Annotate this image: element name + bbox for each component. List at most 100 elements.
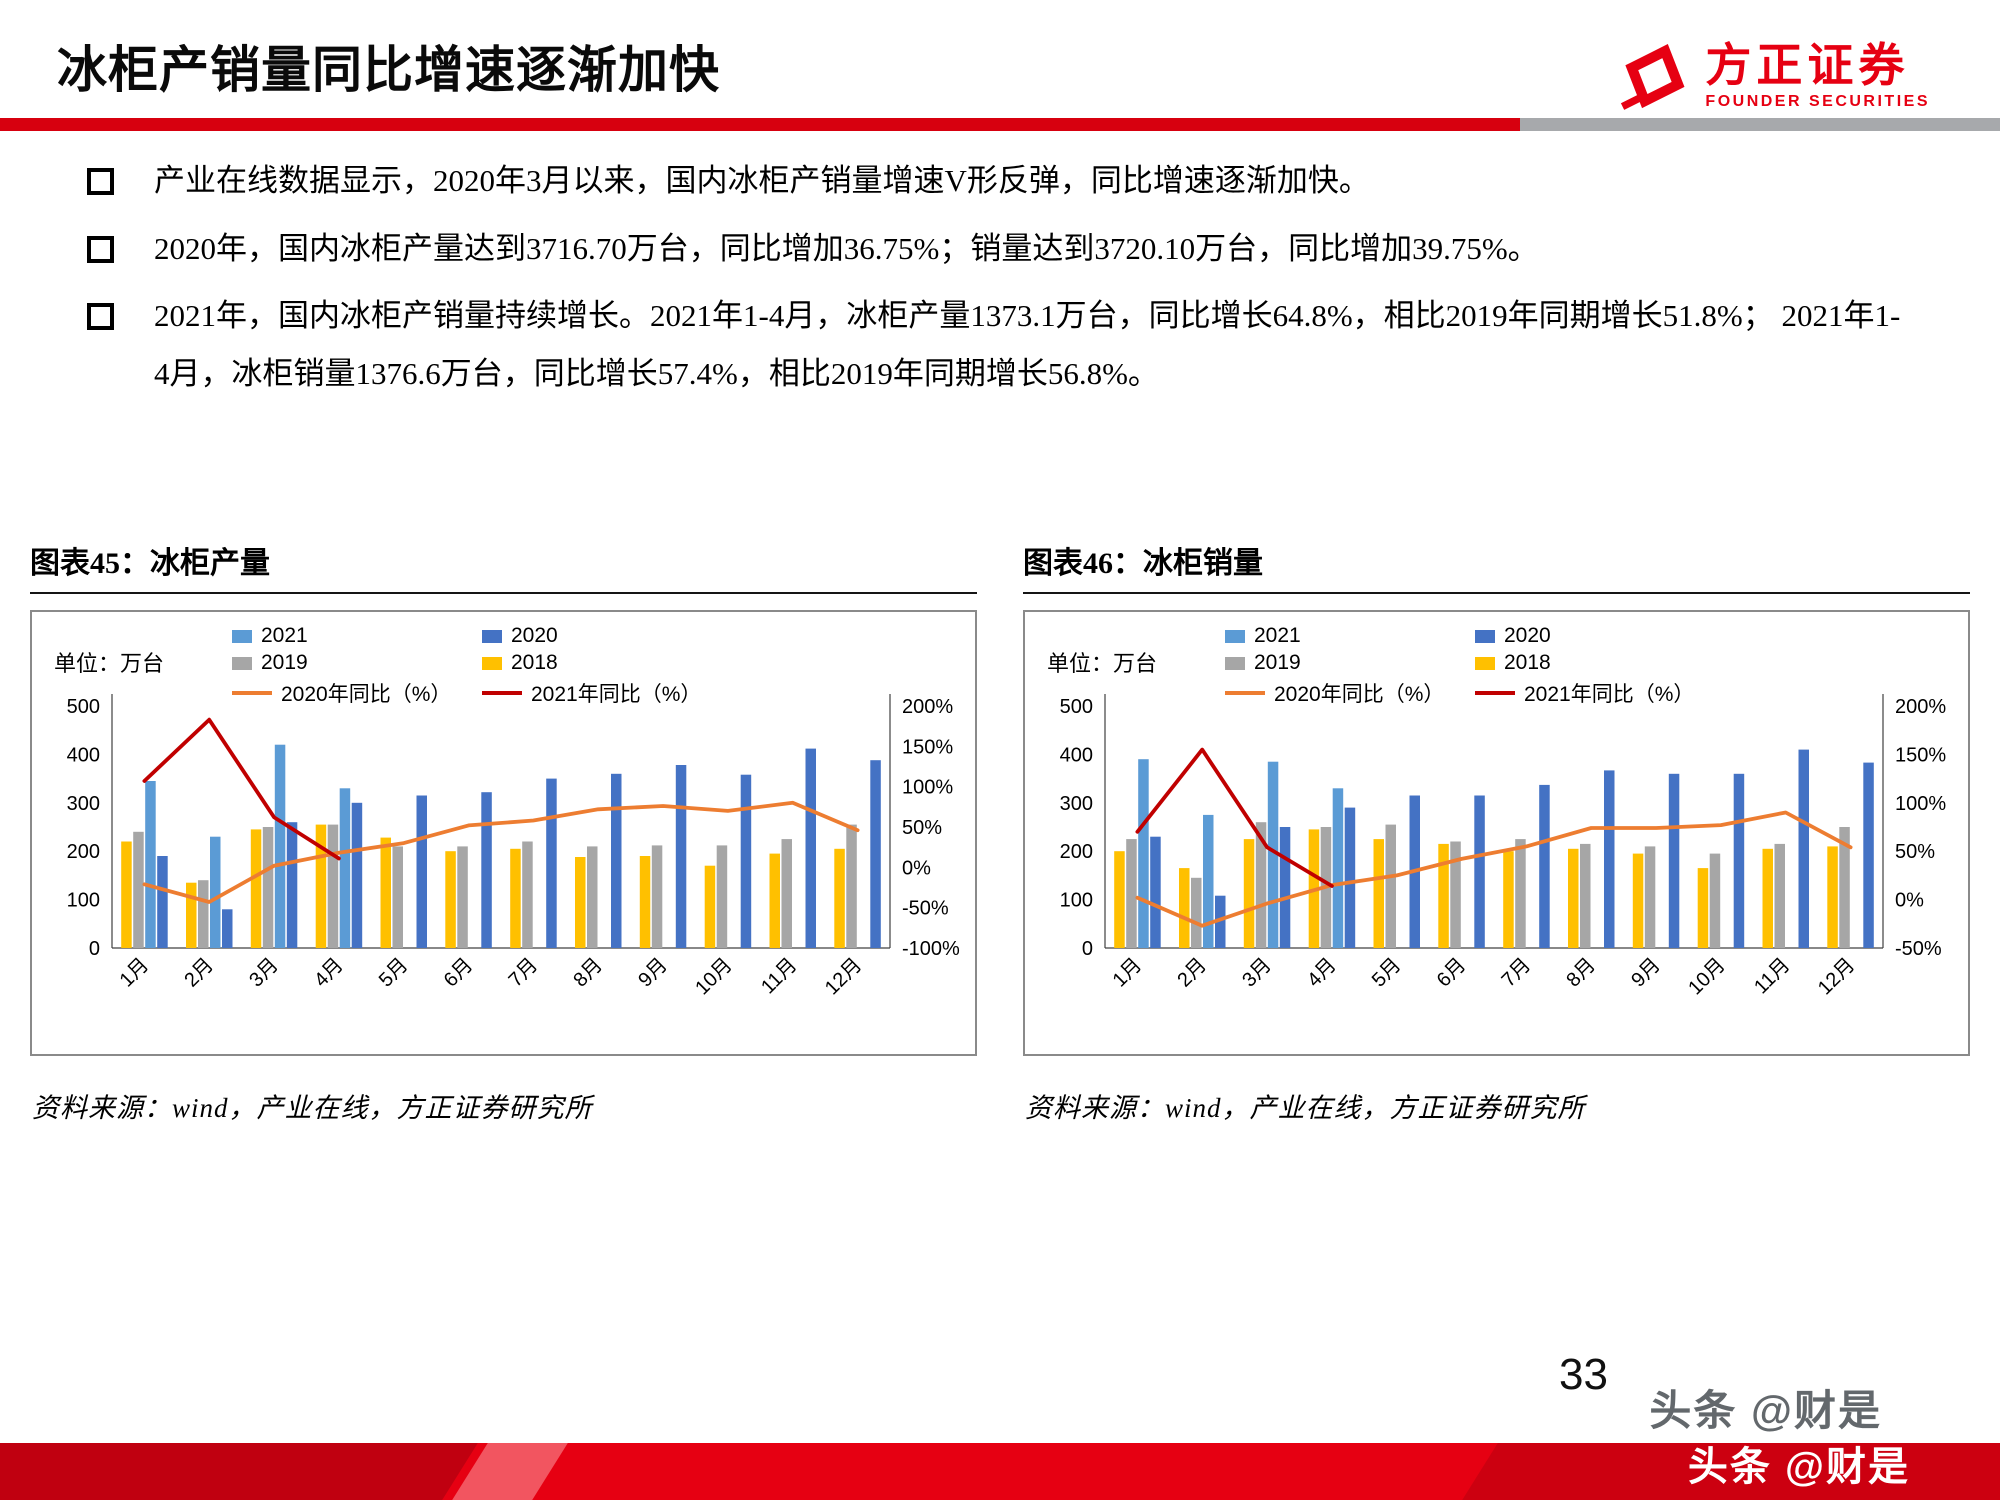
brand-text: 方正证券 FOUNDER SECURITIES bbox=[1705, 40, 1930, 111]
production-chart: 0 100 200 300 400 500 -100% -50% 0% 50% 100% 150% 20… bbox=[67, 694, 960, 999]
svg-text:100%: 100% bbox=[902, 777, 953, 799]
svg-text:400: 400 bbox=[1060, 744, 1093, 766]
svg-text:8月: 8月 bbox=[1562, 954, 1600, 992]
svg-text:5月: 5月 bbox=[1368, 954, 1406, 992]
svg-text:-100%: -100% bbox=[902, 938, 960, 960]
svg-text:200%: 200% bbox=[1895, 696, 1946, 718]
legend-item: 2020年同比（%） bbox=[232, 678, 482, 708]
svg-text:300: 300 bbox=[67, 793, 100, 815]
header-divider-gray bbox=[1520, 118, 2000, 131]
legend-item: 2021年同比（%） bbox=[1475, 678, 1725, 708]
legend-label: 2019 bbox=[261, 651, 308, 674]
svg-text:-50%: -50% bbox=[1895, 938, 1942, 960]
founder-logo-icon bbox=[1617, 40, 1691, 114]
legend-item: 2020 bbox=[482, 624, 732, 648]
legend-item: 2021 bbox=[1225, 624, 1475, 648]
legend-item: 2021年同比（%） bbox=[482, 678, 732, 708]
page-number: 33 bbox=[1559, 1350, 1608, 1399]
legend-swatch-icon bbox=[232, 656, 252, 670]
svg-text:10月: 10月 bbox=[1684, 954, 1729, 999]
svg-text:300: 300 bbox=[1060, 793, 1093, 815]
legend-line-icon bbox=[1225, 691, 1265, 695]
svg-text:0%: 0% bbox=[902, 857, 931, 879]
svg-text:100: 100 bbox=[67, 890, 100, 912]
svg-text:3月: 3月 bbox=[1238, 954, 1276, 992]
legend-label: 2021 bbox=[261, 624, 308, 647]
svg-text:-50%: -50% bbox=[902, 898, 949, 920]
legend-label: 2018 bbox=[511, 651, 558, 674]
legend-label: 2021年同比（%） bbox=[1524, 683, 1695, 706]
legend-label: 2021 bbox=[1254, 624, 1301, 647]
brand-name-cn: 方正证券 bbox=[1705, 39, 1910, 91]
svg-text:500: 500 bbox=[1060, 696, 1093, 718]
svg-text:2月: 2月 bbox=[180, 954, 218, 992]
legend-line-icon bbox=[232, 691, 272, 695]
svg-text:7月: 7月 bbox=[1498, 954, 1536, 992]
unit-label: 单位：万台 bbox=[54, 651, 165, 676]
bullet-item: 产业在线数据显示，2020年3月以来，国内冰柜产销量增速V形反弹，同比增速逐渐加… bbox=[85, 152, 1912, 210]
svg-text:400: 400 bbox=[67, 744, 100, 766]
legend-swatch-icon bbox=[482, 629, 502, 643]
source-note-sales: 资料来源：wind，产业在线，方正证券研究所 bbox=[1025, 1093, 1586, 1123]
svg-text:0: 0 bbox=[1082, 938, 1093, 960]
legend-label: 2019 bbox=[1254, 651, 1301, 674]
svg-text:0: 0 bbox=[89, 938, 100, 960]
svg-text:9月: 9月 bbox=[634, 954, 672, 992]
page-title: 冰柜产销量同比增速逐渐加快 bbox=[57, 42, 720, 98]
svg-text:12月: 12月 bbox=[821, 954, 866, 999]
brand-name-en: FOUNDER SECURITIES bbox=[1705, 92, 1930, 110]
bullet-square-icon bbox=[87, 168, 114, 195]
production-chart-box: 单位：万台 2021 2020 2019 2018 2020年同比（%） 2021年同比（… bbox=[30, 610, 977, 1056]
legend-label: 2020年同比（%） bbox=[1274, 683, 1445, 706]
svg-text:100%: 100% bbox=[1895, 793, 1946, 815]
legend-swatch-icon bbox=[1475, 629, 1495, 643]
svg-text:100: 100 bbox=[1060, 890, 1093, 912]
legend-label: 2020 bbox=[1504, 624, 1551, 647]
watermark: 头条 @财是 bbox=[1687, 1445, 1910, 1489]
svg-text:5月: 5月 bbox=[375, 954, 413, 992]
legend-item: 2019 bbox=[1225, 651, 1475, 675]
legend-item: 2021 bbox=[232, 624, 482, 648]
bullet-item: 2020年，国内冰柜产量达到3716.70万台，同比增加36.75%；销量达到3… bbox=[85, 220, 1912, 278]
svg-text:500: 500 bbox=[67, 696, 100, 718]
svg-text:200: 200 bbox=[67, 841, 100, 863]
chart-legend: 2021 2020 2019 2018 2020年同比（%） 2021年同比（%） bbox=[1225, 624, 1725, 708]
watermark-shadow: 头条 @财是 bbox=[1649, 1387, 1882, 1434]
legend-item: 2018 bbox=[1475, 651, 1725, 675]
legend-item: 2020年同比（%） bbox=[1225, 678, 1475, 708]
legend-label: 2021年同比（%） bbox=[531, 683, 702, 706]
svg-text:10月: 10月 bbox=[691, 954, 736, 999]
figure-production: 图表45：冰柜产量 单位：万台 2021 2020 2019 2018 2020年同比（… bbox=[30, 538, 977, 1125]
header-divider bbox=[0, 118, 2000, 131]
svg-text:1月: 1月 bbox=[1109, 954, 1147, 992]
sales-chart: 0 100 200 300 400 500 -50% 0% 50% 100% 150% 200% 1月 2… bbox=[1060, 694, 1946, 999]
svg-text:6月: 6月 bbox=[440, 954, 478, 992]
svg-text:11月: 11月 bbox=[757, 954, 801, 998]
svg-text:6月: 6月 bbox=[1433, 954, 1471, 992]
legend-item: 2019 bbox=[232, 651, 482, 675]
svg-text:50%: 50% bbox=[1895, 841, 1935, 863]
unit-label: 单位：万台 bbox=[1047, 651, 1158, 676]
source-note-production: 资料来源：wind，产业在线，方正证券研究所 bbox=[32, 1093, 593, 1123]
bullet-square-icon bbox=[87, 303, 114, 331]
svg-text:1月: 1月 bbox=[116, 954, 154, 992]
legend-swatch-icon bbox=[1475, 656, 1495, 670]
bullet-item: 2021年，国内冰柜产销量持续增长。2021年1-4月，冰柜产量1373.1万台… bbox=[85, 287, 1912, 402]
bullet-square-icon bbox=[87, 235, 114, 263]
legend-item: 2020 bbox=[1475, 624, 1725, 648]
header-divider-red bbox=[0, 118, 1520, 131]
band-decoration bbox=[0, 1443, 486, 1500]
svg-text:200: 200 bbox=[1060, 841, 1093, 863]
svg-text:12月: 12月 bbox=[1814, 954, 1859, 999]
svg-text:150%: 150% bbox=[1895, 744, 1946, 766]
brand-logo: 方正证券 FOUNDER SECURITIES bbox=[1617, 40, 1930, 114]
legend-swatch-icon bbox=[482, 656, 502, 670]
legend-label: 2020年同比（%） bbox=[281, 683, 452, 706]
bullet-text: 2020年，国内冰柜产量达到3716.70万台，同比增加36.75%；销量达到3… bbox=[154, 230, 1539, 266]
svg-text:2月: 2月 bbox=[1173, 954, 1211, 992]
svg-text:50%: 50% bbox=[902, 817, 942, 839]
sales-chart-box: 单位：万台 2021 2020 2019 2018 2020年同比（%） 2021年同比（… bbox=[1023, 610, 1970, 1056]
svg-text:11月: 11月 bbox=[1750, 954, 1794, 998]
bullet-text: 2021年，国内冰柜产销量持续增长。2021年1-4月，冰柜产量1373.1万台… bbox=[154, 298, 1901, 391]
